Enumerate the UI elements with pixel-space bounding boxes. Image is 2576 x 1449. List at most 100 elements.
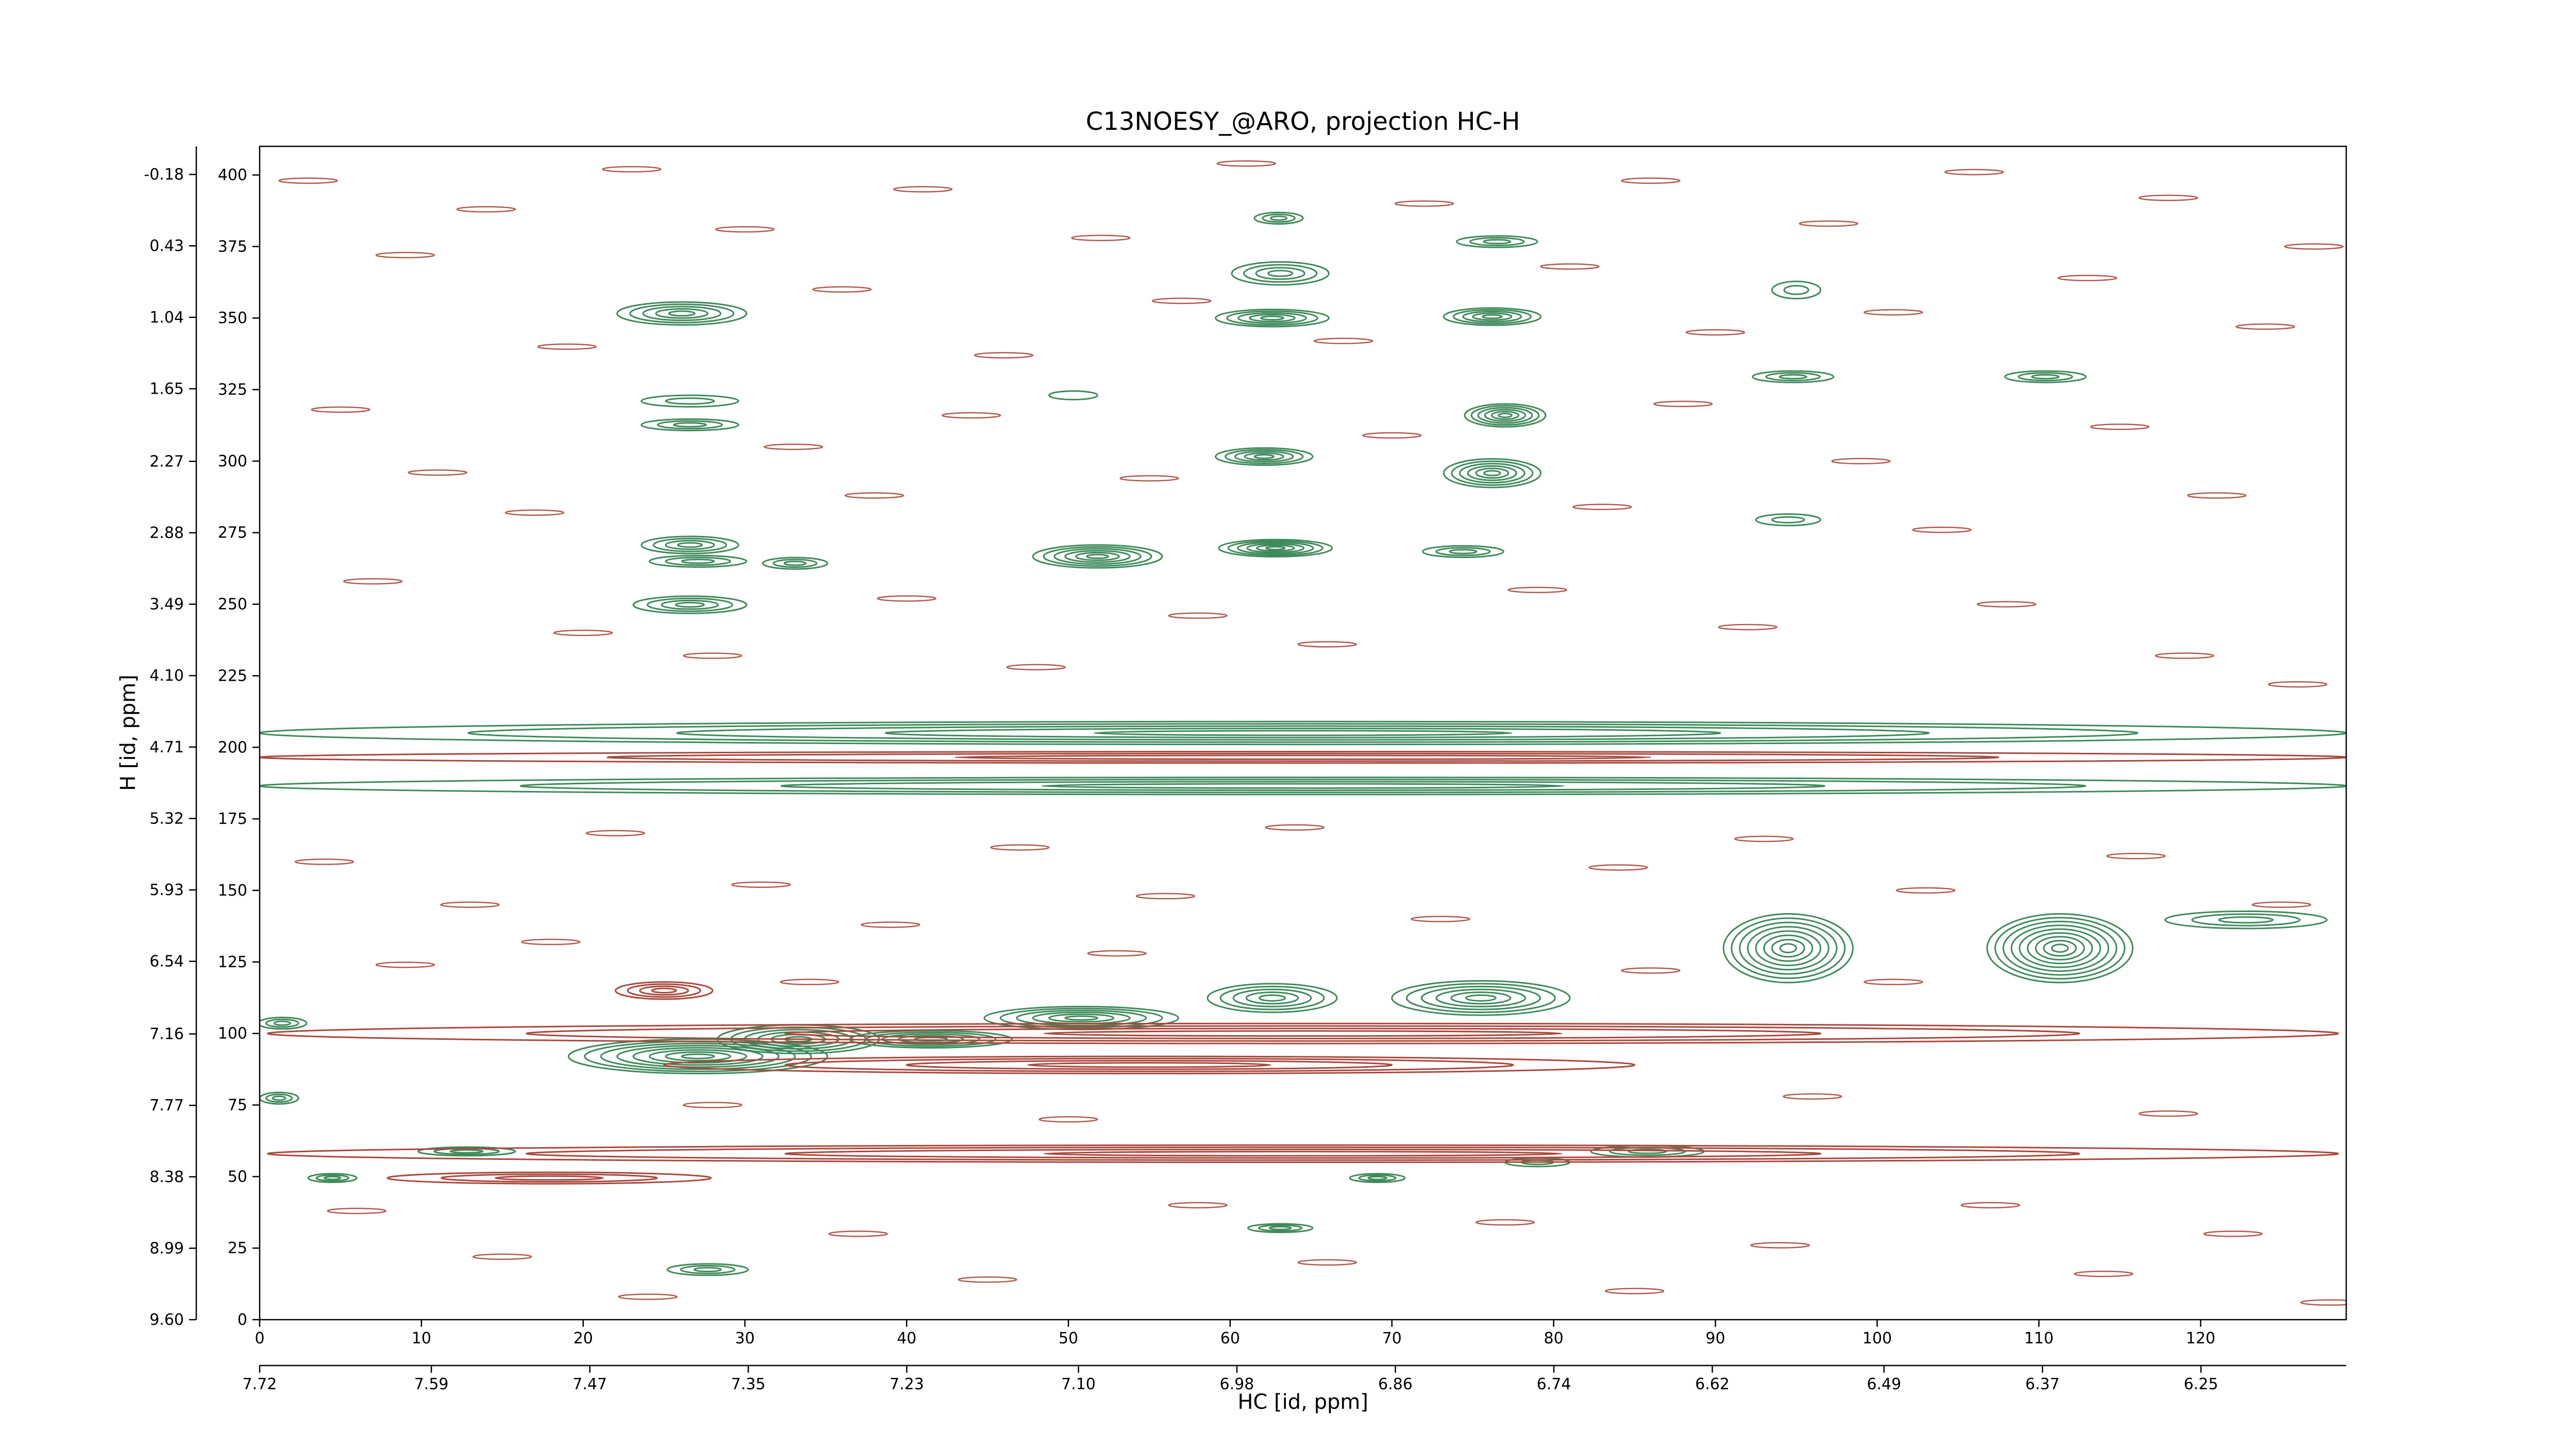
- contour-level: [1027, 1062, 1272, 1068]
- noise-contour: [893, 186, 953, 193]
- noise-contour: [294, 858, 354, 865]
- contour-level: [1232, 988, 1312, 1007]
- contour-level: [1219, 986, 1325, 1010]
- noise-contour: [1604, 1288, 1665, 1294]
- contour-level: [1771, 280, 1822, 299]
- x2-tick-label: 6.49: [1867, 1375, 1901, 1393]
- noise-contour: [278, 177, 338, 184]
- contour-level: [1763, 934, 1814, 962]
- y-tick-label: 200: [218, 738, 247, 756]
- x-axis-label: HC [id, ppm]: [1238, 1390, 1368, 1414]
- contour-level: [1443, 458, 1542, 488]
- y2-tick-label: 2.27: [149, 452, 184, 470]
- x-tick-label: 110: [2024, 1329, 2054, 1347]
- noise-contour: [1750, 1242, 1810, 1249]
- y2-tick-label: 9.60: [149, 1311, 184, 1329]
- contour-level: [1462, 310, 1522, 323]
- contour-level: [1771, 938, 1805, 958]
- noise-contour: [1718, 624, 1778, 631]
- noise-contour: [1297, 1259, 1357, 1266]
- contour-level: [784, 1149, 1822, 1159]
- noise-contour: [974, 352, 1033, 359]
- contour-level: [1244, 452, 1284, 461]
- contour-level: [676, 725, 1930, 741]
- y-tick-label: 375: [218, 238, 247, 256]
- x-tick-label: 80: [1544, 1329, 1564, 1347]
- contour-level: [1253, 454, 1275, 459]
- noise-contour: [1540, 263, 1600, 270]
- contour-level: [1246, 543, 1305, 553]
- y-tick-label: 175: [218, 810, 247, 828]
- contour-level: [1248, 314, 1296, 323]
- x-tick-label: 10: [412, 1329, 431, 1347]
- noise-contour: [958, 1276, 1018, 1283]
- contour-level: [1224, 449, 1304, 464]
- contour-level: [783, 560, 807, 566]
- contour-level: [1484, 409, 1527, 422]
- contour-level: [665, 557, 732, 566]
- y-tick-label: 125: [218, 953, 247, 971]
- contour-level: [386, 1171, 712, 1185]
- noise-contour: [941, 412, 1002, 419]
- contour-level: [1043, 1151, 1563, 1157]
- y2-tick-label: 1.65: [149, 380, 184, 398]
- noise-contour: [1572, 503, 1632, 511]
- y-tick-label: 75: [228, 1096, 247, 1114]
- contour-level: [1455, 235, 1538, 248]
- noise-contour: [2268, 681, 2328, 688]
- contour-level: [640, 535, 739, 554]
- contour-level: [639, 985, 689, 996]
- contour-level: [1771, 516, 1805, 524]
- contour-level: [260, 751, 2346, 764]
- contour-level: [665, 540, 715, 550]
- x2-tick-label: 6.74: [1537, 1375, 1571, 1393]
- contour-level: [260, 720, 2346, 746]
- contour-level: [1043, 546, 1153, 567]
- noise-contour: [1087, 950, 1147, 957]
- contour-level: [1253, 211, 1304, 225]
- y-tick-label: 50: [228, 1168, 247, 1186]
- contour-level: [906, 1059, 1393, 1070]
- contour-level: [1722, 913, 1854, 984]
- contour-level: [647, 597, 734, 612]
- contour-level: [1032, 544, 1163, 569]
- contour-level: [2002, 920, 2117, 976]
- y-tick-label: 275: [218, 524, 247, 542]
- contour-level: [673, 422, 707, 428]
- noise-contour: [1168, 1202, 1228, 1209]
- contour-level: [568, 1038, 828, 1074]
- noise-contour: [1912, 526, 1972, 533]
- contour-level: [2218, 916, 2274, 924]
- noise-contour: [1168, 612, 1228, 619]
- noise-contour: [2106, 853, 2166, 860]
- contour-level: [1747, 925, 1829, 971]
- contour-level: [1778, 374, 1807, 380]
- contour-level: [1986, 913, 2134, 984]
- contour-level: [663, 1055, 1636, 1074]
- contour-level: [681, 1053, 715, 1059]
- contour-level: [651, 987, 677, 993]
- noise-contour: [860, 921, 921, 928]
- noise-contour: [311, 406, 370, 413]
- contour-level: [616, 301, 748, 326]
- noise-contour: [812, 286, 872, 293]
- contour-level: [526, 1025, 2080, 1042]
- contour-level: [640, 418, 739, 431]
- contour-level: [656, 420, 723, 430]
- contour-level: [1420, 986, 1541, 1010]
- contour-level: [2043, 939, 2077, 957]
- contour-level: [693, 1267, 722, 1273]
- contour-level: [1226, 310, 1318, 326]
- contour-level: [1262, 213, 1296, 223]
- y2-tick-label: 4.10: [149, 667, 184, 685]
- contour-level: [649, 1049, 748, 1064]
- y-tick-label: 300: [218, 452, 247, 470]
- contour-level: [1256, 544, 1295, 552]
- contour-level: [1755, 930, 1822, 966]
- contour-level: [260, 1017, 308, 1030]
- contour-level: [1475, 467, 1510, 479]
- noise-contour: [1136, 892, 1195, 900]
- y-tick-label: 350: [218, 309, 247, 327]
- noise-contour: [2138, 194, 2198, 201]
